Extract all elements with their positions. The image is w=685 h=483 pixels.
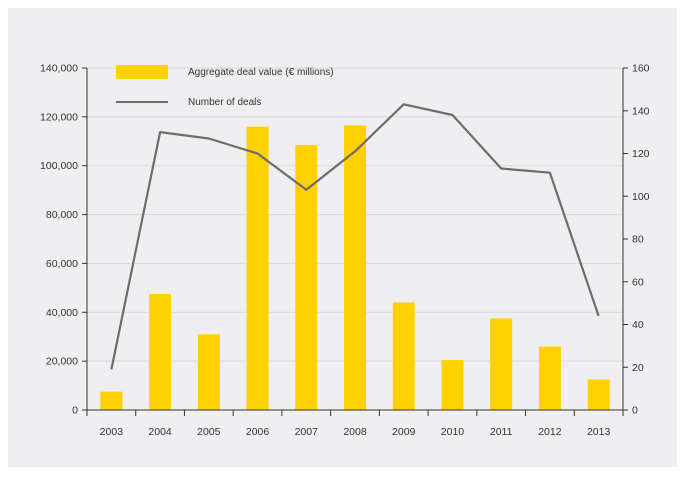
x-tick-label: 2006 xyxy=(246,426,270,438)
x-tick-label: 2004 xyxy=(148,426,172,438)
x-tick-label: 2009 xyxy=(392,426,416,438)
x-tick-label: 2013 xyxy=(587,426,611,438)
bar xyxy=(538,346,561,410)
right-tick-label: 40 xyxy=(632,319,644,331)
bar xyxy=(490,318,513,410)
x-tick-label: 2012 xyxy=(538,426,562,438)
right-tick-label: 100 xyxy=(632,191,650,203)
bar xyxy=(392,302,415,410)
bar-series xyxy=(100,125,610,411)
right-tick-label: 120 xyxy=(632,148,650,160)
legend-swatch-bar xyxy=(116,65,168,79)
x-tick-label: 2011 xyxy=(490,426,513,438)
bar xyxy=(100,391,123,410)
x-tick-label: 2003 xyxy=(100,426,124,438)
bar xyxy=(441,359,464,410)
left-tick-label: 100,000 xyxy=(40,160,78,172)
left-tick-label: 40,000 xyxy=(46,307,78,319)
bar xyxy=(149,293,172,410)
chart-panel: 0 20,000 40,000 60,000 80,000 100,000 120,000 1… xyxy=(8,8,677,467)
bar xyxy=(246,126,269,410)
left-tick-label: 0 xyxy=(72,405,78,417)
deals-line xyxy=(110,103,600,370)
left-tick-label: 120,000 xyxy=(40,111,78,123)
line-series xyxy=(110,103,600,370)
legend-label-bar: Aggregate deal value (€ millions) xyxy=(188,67,334,78)
legend-label-line: Number of deals xyxy=(188,97,261,108)
right-tick-label: 80 xyxy=(632,234,644,246)
tick-labels: 0 20,000 40,000 60,000 80,000 100,000 120,000 1… xyxy=(40,63,650,439)
axes xyxy=(82,67,628,416)
combo-chart: 0 20,000 40,000 60,000 80,000 100,000 120,000 1… xyxy=(40,63,650,439)
bar xyxy=(587,379,610,410)
left-tick-label: 20,000 xyxy=(46,356,78,368)
left-tick-label: 60,000 xyxy=(46,258,78,270)
left-tick-label: 80,000 xyxy=(46,209,78,221)
bar xyxy=(295,144,318,410)
bar xyxy=(344,125,366,411)
bar xyxy=(197,334,220,410)
right-tick-label: 0 xyxy=(632,405,638,417)
x-tick-label: 2005 xyxy=(197,426,221,438)
right-tick-label: 60 xyxy=(632,276,644,288)
x-tick-label: 2008 xyxy=(343,426,367,438)
right-tick-label: 140 xyxy=(632,105,650,117)
x-tick-label: 2007 xyxy=(295,426,319,438)
legend: Aggregate deal value (€ millions) Number… xyxy=(116,65,334,108)
right-tick-label: 160 xyxy=(632,63,650,75)
left-tick-label: 140,000 xyxy=(40,63,78,75)
right-tick-label: 20 xyxy=(632,362,644,374)
x-tick-label: 2010 xyxy=(441,426,465,438)
